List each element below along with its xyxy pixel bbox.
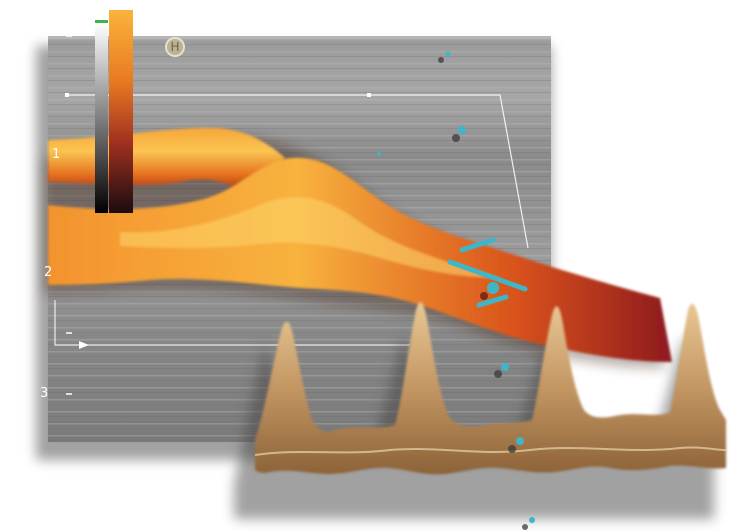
doppler-waveform: [255, 302, 726, 475]
depth-mark-1: 1: [52, 147, 61, 162]
roi-outline: [68, 94, 529, 249]
roi-outline-left: [54, 300, 410, 346]
vessel-core-highlight: [120, 196, 500, 278]
cursor-dot: [487, 282, 499, 294]
h-badge-icon: H: [165, 37, 185, 57]
color-scale-bar: [109, 10, 133, 213]
grayscale-bar: [95, 23, 108, 213]
doppler-shadow: [234, 334, 714, 519]
cyan-markers: [377, 51, 535, 523]
cursor-lines: [447, 237, 528, 308]
roi-arrow: [79, 341, 89, 349]
vessel-flow-main: [48, 157, 672, 362]
depth-mark-2: 2: [44, 265, 53, 280]
depth-mark-3: 3: [40, 386, 49, 401]
